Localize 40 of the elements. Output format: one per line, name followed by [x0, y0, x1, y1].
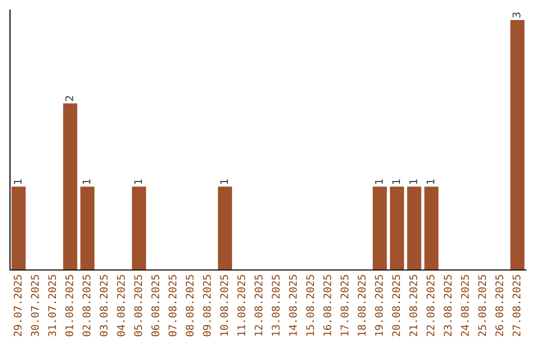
data-label: 1 — [375, 179, 383, 184]
data-label: 1 — [409, 179, 418, 184]
x-tick-label: 10.08.2025 — [220, 275, 228, 336]
x-tick-label: 08.08.2025 — [186, 275, 194, 336]
x-tick-label: 12.08.2025 — [254, 275, 262, 336]
x-tick-label: 31.07.2025 — [48, 275, 56, 336]
data-label: 1 — [426, 179, 434, 184]
x-tick-label: 17.08.2025 — [340, 275, 348, 336]
x-tick-label: 03.08.2025 — [100, 275, 108, 336]
x-tick-label: 01.08.2025 — [65, 275, 74, 336]
data-label: 1 — [134, 179, 142, 184]
x-tick-label: 21.08.2025 — [409, 275, 418, 336]
data-label: 1 — [392, 179, 400, 184]
data-label: 3 — [512, 12, 520, 18]
x-tick-label: 19.08.2025 — [374, 275, 383, 336]
x-tick-label: 15.08.2025 — [306, 275, 314, 336]
x-tick-label: 22.08.2025 — [426, 275, 434, 336]
x-tick-label: 16.08.2025 — [323, 275, 332, 336]
data-label: 1 — [220, 179, 228, 184]
x-tick-label: 29.07.2025 — [14, 275, 22, 336]
data-label: 2 — [65, 96, 74, 101]
x-tick-label: 18.08.2025 — [358, 275, 366, 336]
x-tick-label: 06.08.2025 — [151, 275, 160, 336]
data-label: 1 — [82, 179, 90, 184]
x-tick-label: 05.08.2025 — [134, 275, 142, 336]
x-tick-label: 27.08.2025 — [512, 275, 520, 336]
x-tick-label: 13.08.2025 — [272, 275, 280, 336]
x-tick-label: 11.08.2025 — [237, 275, 246, 336]
x-tick-label: 24.08.2025 — [460, 275, 469, 336]
x-tick-label: 25.08.2025 — [478, 275, 486, 336]
x-tick-label: 14.08.2025 — [288, 275, 297, 336]
x-tick-label: 07.08.2025 — [168, 275, 176, 336]
x-tick-label: 30.07.2025 — [30, 275, 39, 336]
x-tick-label: 26.08.2025 — [495, 275, 504, 336]
x-tick-label: 09.08.2025 — [202, 275, 211, 336]
x-tick-label: 20.08.2025 — [392, 275, 400, 336]
x-tick-label: 02.08.2025 — [82, 275, 90, 336]
data-label: 1 — [14, 179, 22, 184]
x-tick-label: 23.08.2025 — [444, 275, 452, 336]
x-tick-label: 04.08.2025 — [116, 275, 125, 336]
